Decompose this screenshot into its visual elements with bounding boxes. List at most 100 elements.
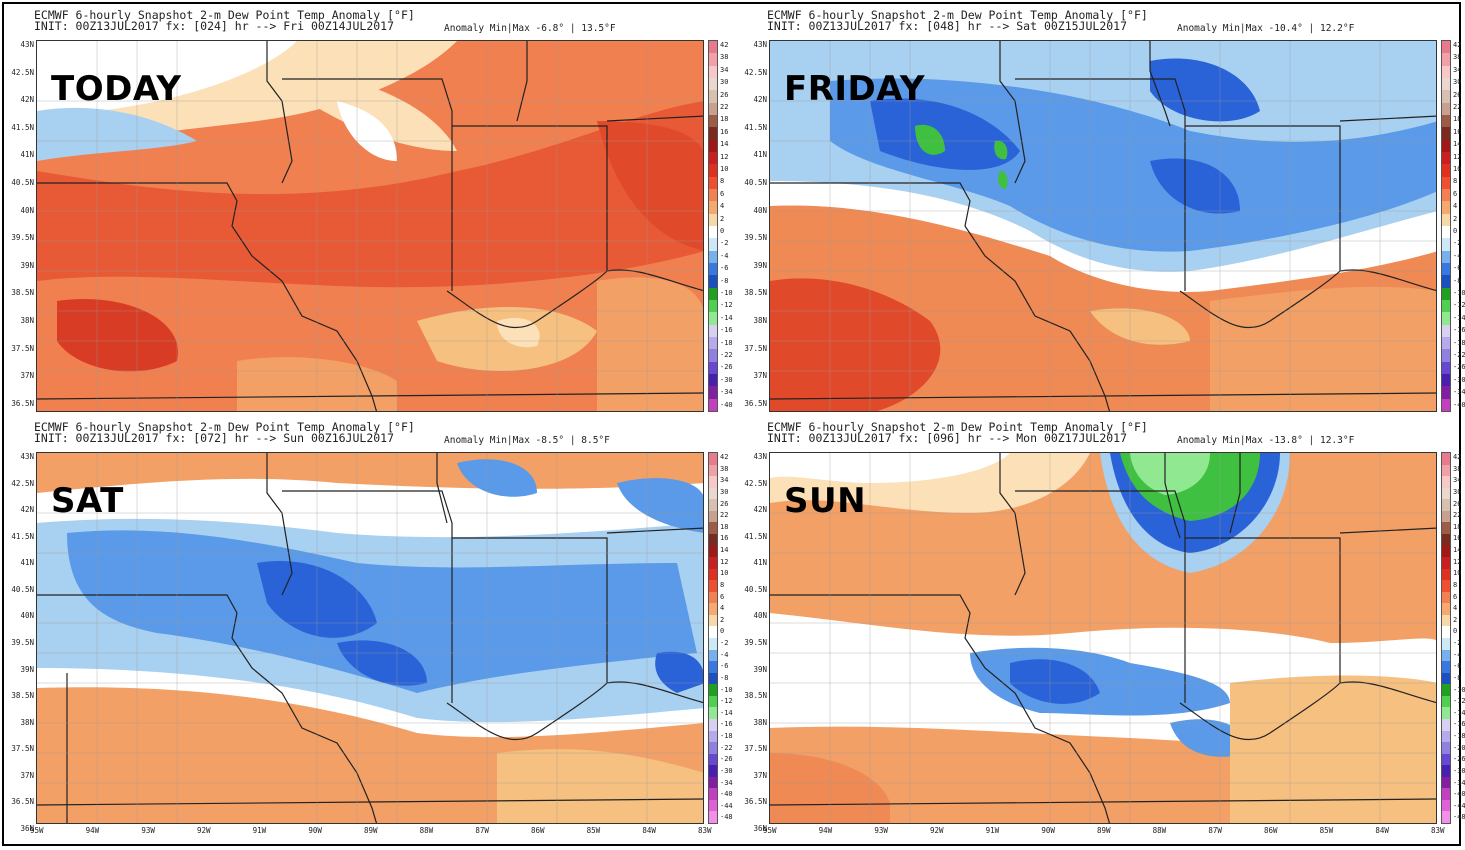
color-scale-segment xyxy=(1442,499,1450,511)
color-scale-label: -4 xyxy=(1453,650,1462,659)
color-scale-label: -2 xyxy=(1453,239,1462,248)
color-scale-label: 42 xyxy=(1453,453,1462,461)
latitude-label: 39N xyxy=(753,664,767,674)
color-scale-segment xyxy=(709,139,717,152)
latitude-label: 37.5N xyxy=(11,343,34,353)
color-scale-label: 34 xyxy=(1453,65,1462,74)
latitude-label: 38.5N xyxy=(744,288,767,298)
color-scale-segment xyxy=(1442,638,1450,650)
color-scale-segment xyxy=(1442,718,1450,731)
color-scale-segment xyxy=(709,453,717,465)
longitude-label: 88W xyxy=(419,826,434,835)
color-scale-segment xyxy=(1442,811,1450,823)
color-scale-segment xyxy=(1442,349,1450,362)
latitude-label: 39.5N xyxy=(744,233,767,243)
color-scale-label: -48 xyxy=(1453,813,1465,822)
color-scale-label: -14 xyxy=(1453,313,1465,322)
latitude-label: 42.5N xyxy=(744,478,767,488)
color-scale-segment xyxy=(1442,476,1450,488)
color-scale-segment xyxy=(709,776,717,789)
latitude-label: 39.5N xyxy=(744,638,767,647)
latitude-label: 38N xyxy=(753,717,767,727)
color-scale-label: -30 xyxy=(1453,375,1465,384)
color-scale-label: -12 xyxy=(1453,697,1465,706)
color-scale-label: -10 xyxy=(720,685,733,694)
latitude-label: 38N xyxy=(20,717,34,727)
color-scale-segment xyxy=(1442,188,1450,202)
color-scale-label: -14 xyxy=(720,708,733,717)
latitude-label: 41N xyxy=(753,150,767,160)
color-scale-label: -44 xyxy=(720,801,733,810)
map-field xyxy=(770,41,1436,411)
color-scale-segment xyxy=(709,324,717,337)
color-scale-segment xyxy=(1442,398,1450,411)
latitude-label: 40.5N xyxy=(11,177,34,187)
color-scale-segment xyxy=(1442,695,1450,708)
latitude-label: 36.5N xyxy=(744,398,767,408)
color-scale-label: -4 xyxy=(720,650,729,659)
color-scale-label: 16 xyxy=(720,534,729,543)
color-scale-label: 6 xyxy=(1453,189,1458,198)
color-scale-label: 22 xyxy=(720,103,729,111)
latitude-label: 41.5N xyxy=(11,531,34,541)
longitude-label: 90W xyxy=(1041,826,1055,835)
color-scale-label: -34 xyxy=(720,388,733,397)
color-scale-segment xyxy=(1442,164,1450,177)
latitude-label: 40N xyxy=(20,205,34,215)
color-scale-label: -18 xyxy=(720,732,733,740)
color-scale-label: -14 xyxy=(720,313,733,322)
color-scale-label: -20 xyxy=(1453,743,1465,752)
color-scale-label: 14 xyxy=(1453,546,1462,554)
longitude-label: 92W xyxy=(197,826,211,835)
anomaly-map: TODAY xyxy=(36,40,704,412)
color-scale-segment xyxy=(709,464,717,477)
color-scale-segment xyxy=(1442,312,1450,325)
color-scale-segment xyxy=(1442,102,1450,115)
color-scale-segment xyxy=(709,151,717,165)
color-scale-label: -34 xyxy=(1453,778,1465,787)
color-scale-label: 26 xyxy=(1453,90,1462,99)
color-scale-label: -2 xyxy=(720,639,729,647)
color-scale-segment xyxy=(709,201,717,214)
latitude-label: 38.5N xyxy=(11,691,34,701)
color-scale-segment xyxy=(1442,464,1450,477)
color-scale-label: 18 xyxy=(720,522,729,531)
color-scale-label: 30 xyxy=(1453,78,1462,87)
latitude-label: 43N xyxy=(20,452,34,461)
latitude-label: 37N xyxy=(20,371,34,381)
longitude-label: 93W xyxy=(874,826,888,835)
color-scale-segment xyxy=(1442,603,1450,615)
color-scale-segment xyxy=(1442,649,1450,662)
color-scale-label: 14 xyxy=(720,546,729,554)
color-scale-segment xyxy=(709,114,717,128)
color-scale-segment xyxy=(709,225,717,239)
latitude-label: 42N xyxy=(20,505,34,515)
latitude-label: 40N xyxy=(753,205,767,215)
color-scale-segment xyxy=(709,312,717,325)
panel-header: ECMWF 6-hourly Snapshot 2-m Dew Point Te… xyxy=(737,4,1465,42)
color-scale-label: 6 xyxy=(1453,592,1458,601)
color-scale-segment xyxy=(1442,373,1450,387)
color-scale-segment xyxy=(1442,510,1450,523)
color-scale-segment xyxy=(1442,386,1450,399)
longitude-label: 90W xyxy=(308,826,322,835)
anomaly-minmax: Anomaly Min|Max -8.5° | 8.5°F xyxy=(444,435,610,446)
color-scale-label: 26 xyxy=(720,90,729,99)
color-scale-segment xyxy=(709,765,717,777)
color-scale-segment xyxy=(709,753,717,766)
color-scale-label: -8 xyxy=(1453,673,1462,682)
color-scale-segment xyxy=(709,603,717,615)
color-scale-label: 14 xyxy=(720,140,729,149)
latitude-label: 37N xyxy=(753,371,767,381)
latitude-label: 36.5N xyxy=(744,797,767,807)
longitude-label: 87W xyxy=(1208,826,1222,835)
color-scale-segment xyxy=(709,742,717,754)
color-scale-label: -16 xyxy=(720,720,733,729)
color-scale-label: 34 xyxy=(720,476,729,485)
color-scale-bar xyxy=(1441,452,1451,824)
color-scale-segment xyxy=(1442,591,1450,604)
color-scale-label: 38 xyxy=(1453,53,1462,62)
color-scale-label: 30 xyxy=(1453,487,1462,496)
color-scale-segment xyxy=(709,580,717,592)
latitude-label: 39N xyxy=(753,260,767,270)
